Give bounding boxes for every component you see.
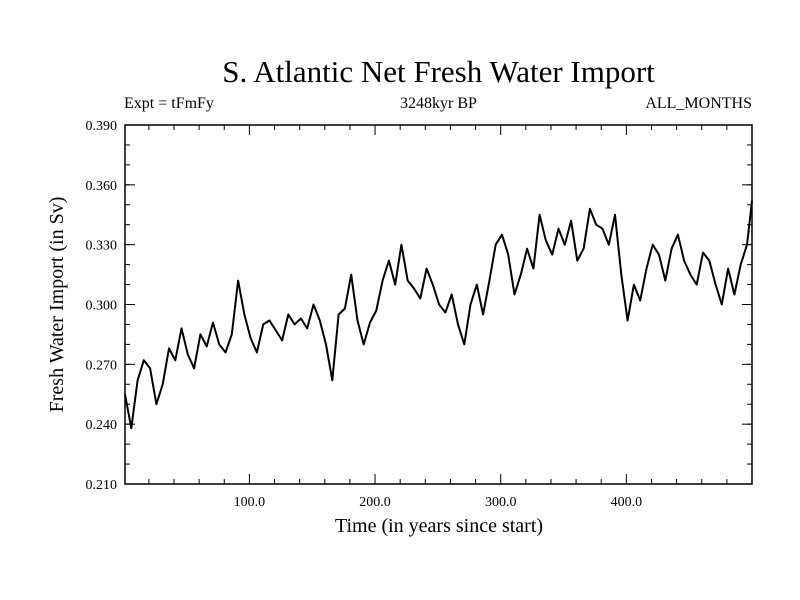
x-tick-label: 300.0 [485,495,517,510]
y-tick-label: 0.390 [86,119,118,134]
y-tick-label: 0.360 [86,179,118,194]
axes-layer: 0.210 0.240 0.270 0.300 0.330 0.360 0.390 100.0… [86,119,752,510]
x-tick-label: 100.0 [234,495,266,510]
period-label: 3248kyr BP [400,95,477,112]
series-line [124,200,753,430]
x-axis-label: Time (in years since start) [335,515,543,537]
x-tick-label: 400.0 [611,495,643,510]
y-tick-label: 0.240 [86,418,118,433]
experiment-label: Expt = tFmFy [124,95,214,112]
y-tick-label: 0.330 [86,239,118,254]
y-tick-label: 0.270 [86,358,118,373]
chart-title: S. Atlantic Net Fresh Water Import [222,54,655,89]
series-layer [124,200,753,430]
y-tick-label: 0.210 [86,478,118,493]
y-axis-label: Fresh Water Import (in Sv) [46,197,68,413]
months-label: ALL_MONTHS [645,95,752,112]
y-tick-label: 0.300 [86,299,118,314]
x-tick-label: 200.0 [359,495,391,510]
plot-frame [124,124,753,485]
